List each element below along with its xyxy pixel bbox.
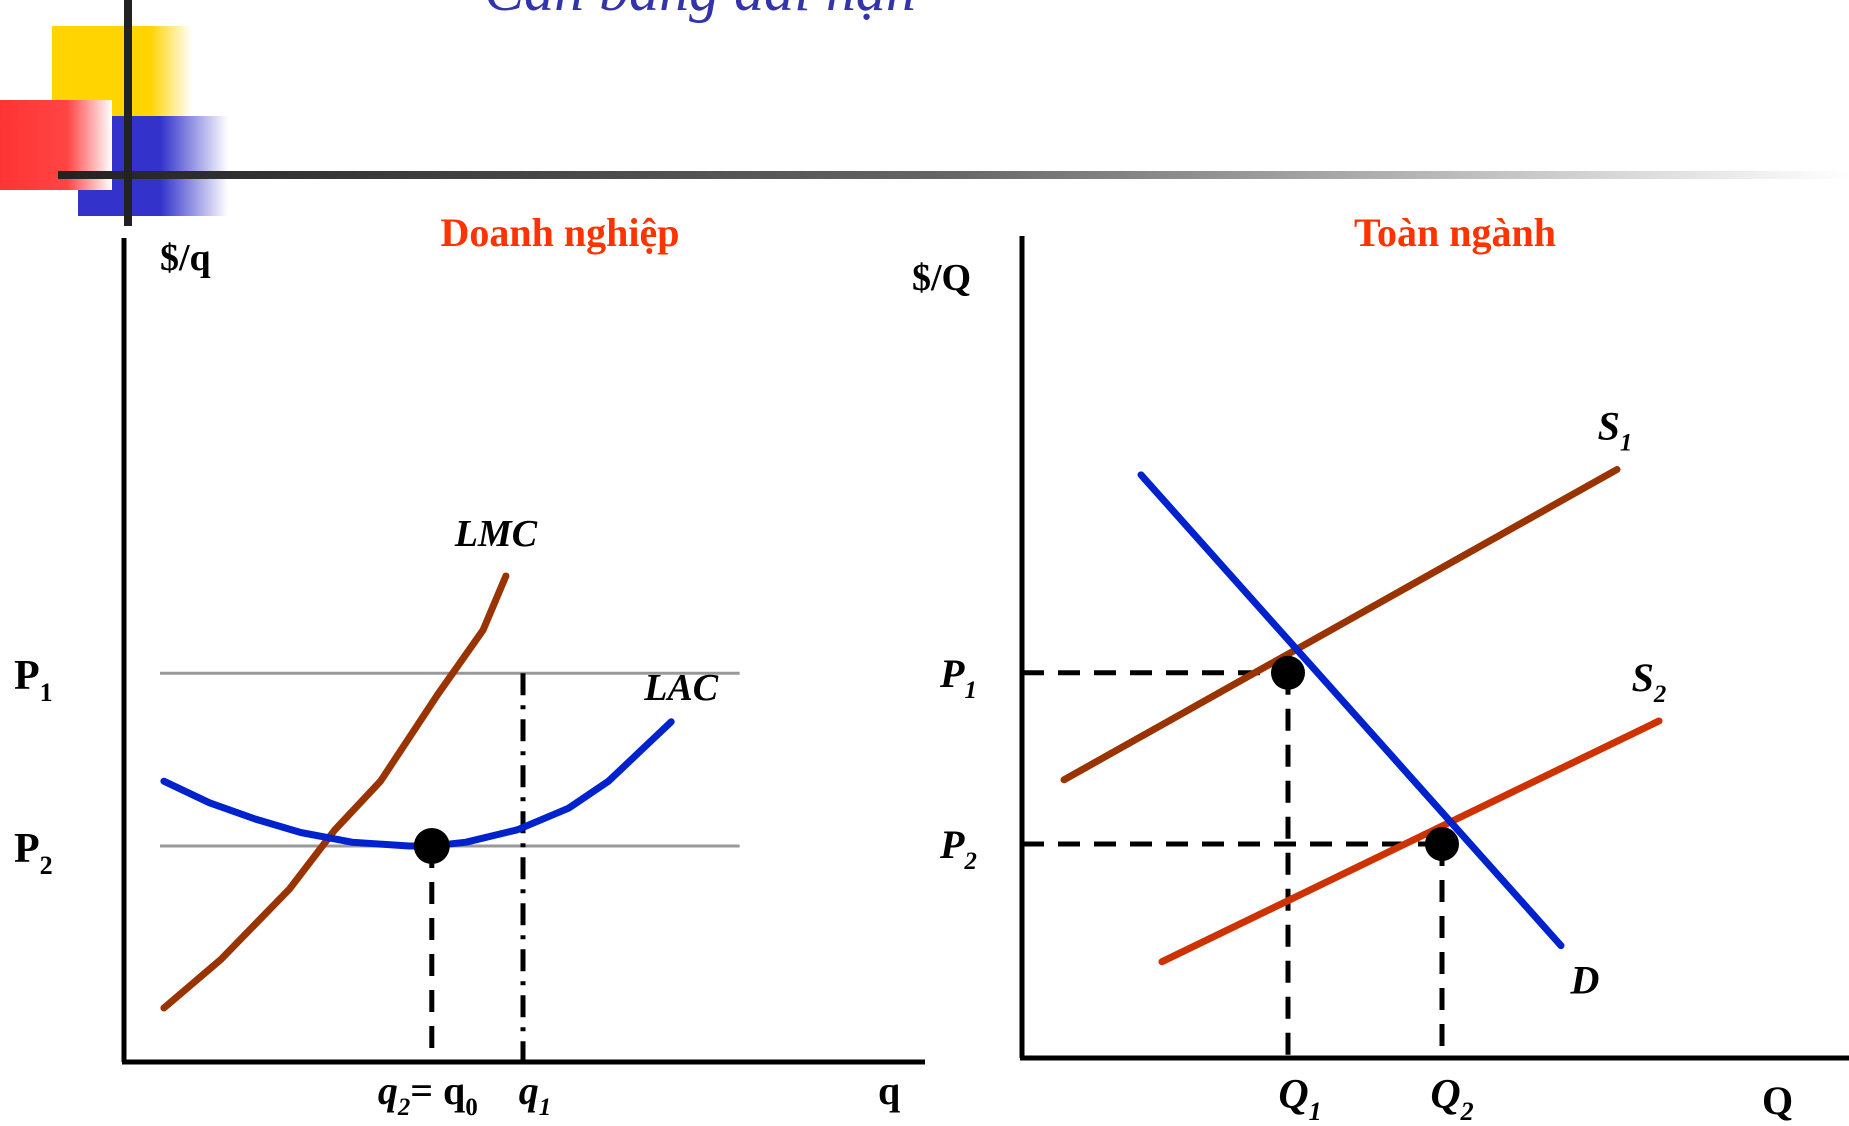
firm-curve-label-lac: LAC xyxy=(643,667,719,709)
firm-y-tick-p2: P2 xyxy=(14,826,53,880)
firm-chart-title: Doanh nghiệp xyxy=(441,210,680,255)
header-rule xyxy=(58,171,1849,179)
industry-curve-label-s2: S2 xyxy=(1632,655,1667,708)
firm-curve-lac xyxy=(160,718,675,850)
slide-title: Cân bằng dài hạn xyxy=(484,0,916,23)
industry-y-tick-p2: P2 xyxy=(939,822,977,875)
industry-curve-label-d: D xyxy=(1570,958,1600,1003)
industry-chart-title: Toàn ngành xyxy=(1354,210,1556,255)
firm-y-axis-label: $/q xyxy=(160,237,211,279)
slide-decoration xyxy=(0,0,1849,226)
industry-curve-s1 xyxy=(1060,466,1621,784)
industry-equilibrium-point-2 xyxy=(1425,827,1459,861)
industry-equilibrium-point-1 xyxy=(1271,655,1305,690)
industry-y-tick-p1: P1 xyxy=(939,651,977,704)
firm-x-tick-q0: q2= q0 xyxy=(378,1068,478,1121)
industry-chart: Toàn ngành $/Q Q S1 S2 D P1 P2 Q1 Q2 xyxy=(912,210,1849,1126)
industry-curve-d xyxy=(1137,471,1565,950)
firm-curve-label-lmc: LMC xyxy=(454,513,538,555)
industry-x-axis-label: Q xyxy=(1762,1078,1793,1123)
firm-equilibrium-point xyxy=(413,828,450,864)
firm-y-tick-p1: P1 xyxy=(14,653,53,707)
industry-x-tick-q2: Q2 xyxy=(1430,1072,1473,1126)
industry-curve-label-s1: S1 xyxy=(1598,404,1633,457)
firm-chart: Doanh nghiệp $/q q LMC LAC P1 P2 q2= q0 q1 xyxy=(14,210,925,1121)
industry-x-tick-q1: Q1 xyxy=(1278,1072,1321,1126)
industry-y-axis-label: $/Q xyxy=(912,257,971,299)
firm-x-tick-q1: q1 xyxy=(519,1068,551,1121)
header-vertical-rule xyxy=(124,0,132,226)
industry-curve-s2 xyxy=(1158,717,1663,966)
firm-x-axis-label: q xyxy=(878,1068,900,1113)
firm-curve-lmc xyxy=(160,572,510,1012)
